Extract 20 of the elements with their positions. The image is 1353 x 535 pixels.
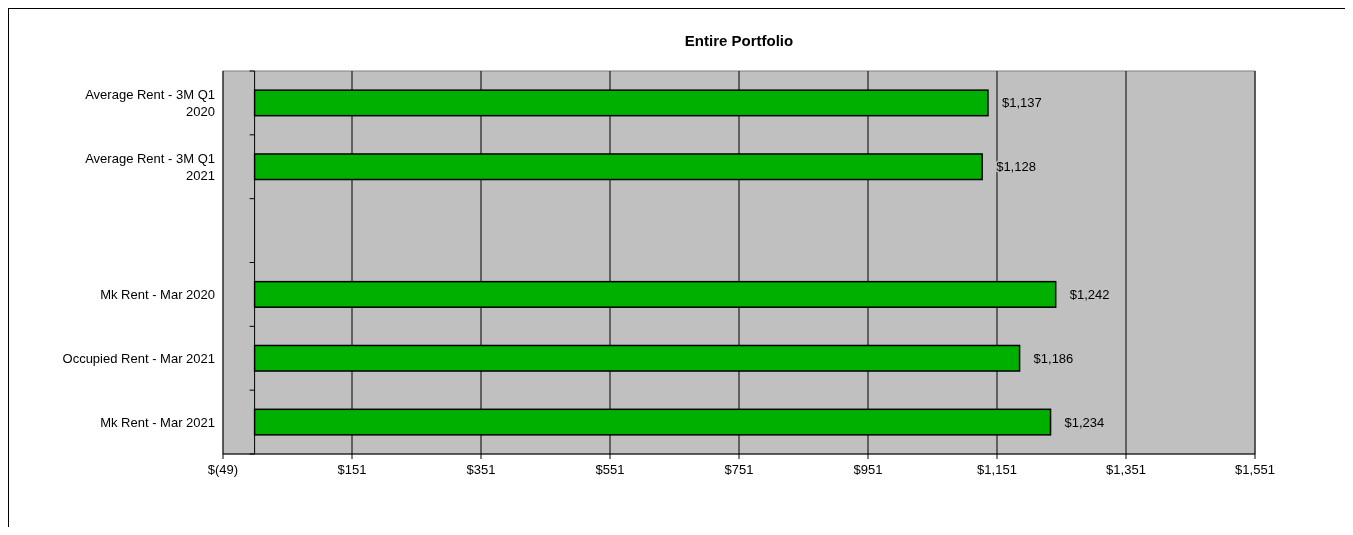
data-label: $1,128 <box>996 159 1036 175</box>
x-tick-label: $751 <box>724 462 754 477</box>
data-label: $1,234 <box>1064 414 1105 430</box>
data-label: $1,186 <box>1033 350 1074 366</box>
data-label: $1,242 <box>1069 286 1110 302</box>
data-label: $1,137 <box>1001 95 1042 111</box>
x-tick-label: $1,551 <box>1235 462 1275 477</box>
x-tick-label: $951 <box>853 462 883 477</box>
x-tick-label: $1,151 <box>977 462 1017 477</box>
y-tick-label: Mk Rent - Mar 2020 <box>100 286 215 302</box>
y-tick-label: Average Rent - 3M Q1 2020 <box>85 86 215 119</box>
x-tick-label: $351 <box>466 462 496 477</box>
y-tick-label: Occupied Rent - Mar 2021 <box>62 350 215 366</box>
chart-title: Entire Portfolio <box>684 32 794 49</box>
x-tick-label: $551 <box>595 462 625 477</box>
y-tick-label: Mk Rent - Mar 2021 <box>100 414 215 430</box>
x-tick-label: $(49) <box>207 462 239 477</box>
x-tick-label: $1,351 <box>1106 462 1146 477</box>
y-tick-label: Average Rent - 3M Q1 2021 <box>85 150 215 183</box>
x-tick-label: $151 <box>337 462 367 477</box>
